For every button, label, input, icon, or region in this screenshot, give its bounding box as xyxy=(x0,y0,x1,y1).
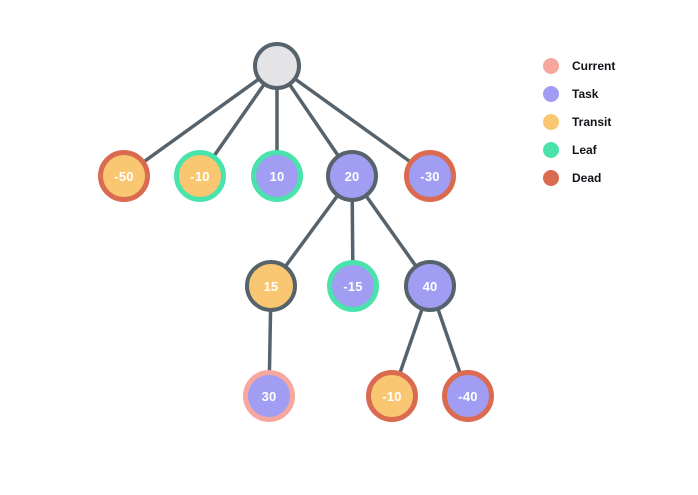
tree-node: 10 xyxy=(251,150,303,202)
legend-item-leaf: Leaf xyxy=(543,136,615,164)
legend-label: Task xyxy=(572,87,599,101)
tree-node: 20 xyxy=(326,150,378,202)
tree-node: -40 xyxy=(442,370,494,422)
legend-label: Leaf xyxy=(572,143,597,157)
tree-node-root xyxy=(253,42,301,90)
tree-node: -10 xyxy=(174,150,226,202)
node-value: -10 xyxy=(382,388,402,404)
legend-label: Transit xyxy=(572,115,612,129)
node-value: -30 xyxy=(420,168,440,184)
tree-node: 30 xyxy=(243,370,295,422)
node-value: -10 xyxy=(190,168,210,184)
tree-node: 15 xyxy=(245,260,297,312)
legend: Current Task Transit Leaf Dead xyxy=(543,52,615,192)
tree-node: -50 xyxy=(98,150,150,202)
legend-item-current: Current xyxy=(543,52,615,80)
legend-label: Dead xyxy=(572,171,602,185)
legend-swatch-current xyxy=(543,58,559,74)
legend-item-transit: Transit xyxy=(543,108,615,136)
node-value: 20 xyxy=(344,168,360,184)
tree-node: 40 xyxy=(404,260,456,312)
tree-edge xyxy=(275,64,432,178)
legend-label: Current xyxy=(572,59,616,73)
node-value: 10 xyxy=(269,168,285,184)
node-value: 40 xyxy=(422,278,438,294)
node-value: -15 xyxy=(343,278,363,294)
legend-item-task: Task xyxy=(543,80,615,108)
tree-node: -30 xyxy=(404,150,456,202)
node-value: -40 xyxy=(458,388,478,404)
legend-item-dead: Dead xyxy=(543,164,615,192)
legend-swatch-transit xyxy=(543,114,559,130)
legend-swatch-leaf xyxy=(543,142,559,158)
node-value: 15 xyxy=(263,278,279,294)
node-value: -50 xyxy=(114,168,134,184)
tree-node: -10 xyxy=(366,370,418,422)
legend-swatch-dead xyxy=(543,170,559,186)
tree-edge xyxy=(122,64,279,178)
tree-node: -15 xyxy=(327,260,379,312)
node-value: 30 xyxy=(261,388,277,404)
legend-swatch-task xyxy=(543,86,559,102)
